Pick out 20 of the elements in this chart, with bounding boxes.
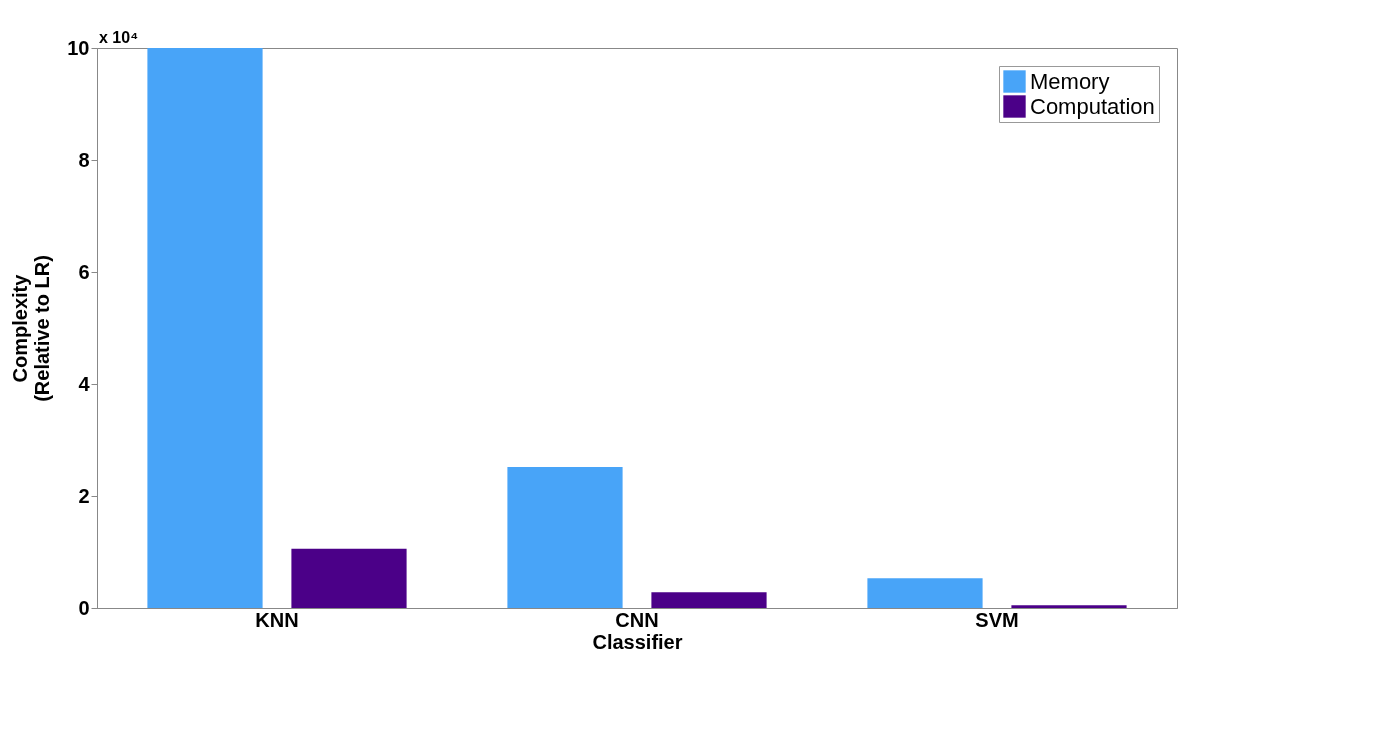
y-tick-label: 6 — [78, 260, 90, 283]
x-tick-label: CNN — [615, 608, 659, 631]
y-tick-label: 2 — [78, 484, 90, 507]
bar — [291, 548, 407, 608]
y-tick-label: 0 — [78, 596, 90, 619]
y-axis-title: Complexity (Relative to LR) — [9, 255, 54, 402]
legend-label: Computation — [1030, 93, 1155, 119]
x-axis-title: Classifier — [592, 630, 683, 653]
bar — [1011, 605, 1127, 608]
x-tick-label: SVM — [975, 608, 1019, 631]
bar — [867, 578, 983, 608]
y-tick-label: 8 — [78, 148, 90, 171]
bar — [507, 466, 623, 608]
x-tick-label: KNN — [255, 608, 299, 631]
bar — [651, 592, 767, 608]
y-tick-label: 10 — [67, 36, 90, 59]
bar — [147, 48, 263, 608]
y-tick-label: 4 — [78, 372, 91, 395]
text: x 10⁴ — [99, 29, 139, 46]
legend-label: Memory — [1030, 68, 1110, 94]
